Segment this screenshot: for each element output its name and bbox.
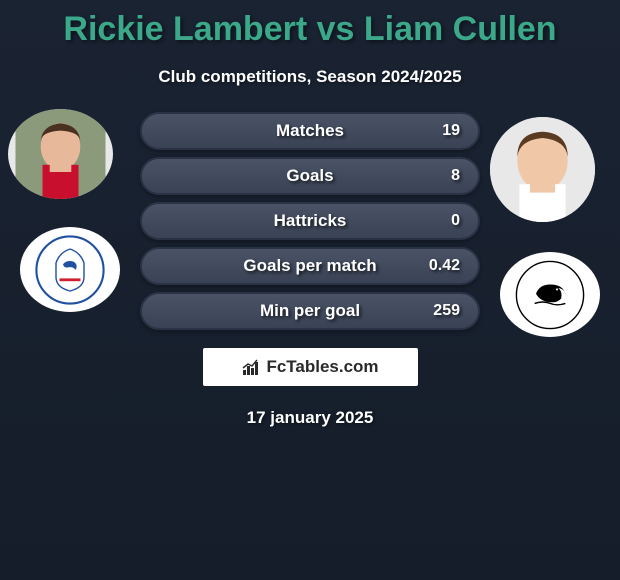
- player-left-avatar: [8, 109, 113, 199]
- stat-label: Min per goal: [260, 301, 360, 321]
- stat-label: Hattricks: [274, 211, 347, 231]
- stat-right-value: 0.42: [429, 257, 460, 275]
- stats-container: - Matches 19 - Goals 8 - Hattricks 0 - G…: [140, 112, 480, 330]
- stat-bar-goals: - Goals 8: [140, 157, 480, 195]
- stat-right-value: 0: [451, 212, 460, 230]
- club-left-badge: [20, 227, 120, 312]
- stat-right-value: 259: [433, 302, 460, 320]
- date-label: 17 january 2025: [247, 408, 374, 428]
- page-title: Rickie Lambert vs Liam Cullen: [0, 0, 620, 49]
- player-right-image: [490, 117, 595, 222]
- stat-label: Matches: [276, 121, 344, 141]
- club-right-badge: [500, 252, 600, 337]
- cardiff-crest: [30, 235, 110, 305]
- stat-bar-min-per-goal: - Min per goal 259: [140, 292, 480, 330]
- stat-label: Goals: [286, 166, 333, 186]
- site-name: FcTables.com: [266, 357, 378, 377]
- stat-right-value: 8: [451, 167, 460, 185]
- stat-bar-goals-per-match: - Goals per match 0.42: [140, 247, 480, 285]
- stat-right-value: 19: [442, 122, 460, 140]
- subtitle: Club competitions, Season 2024/2025: [0, 67, 620, 87]
- content-area: - Matches 19 - Goals 8 - Hattricks 0 - G…: [0, 112, 620, 428]
- player-left-image: [8, 109, 113, 199]
- stat-bar-matches: - Matches 19: [140, 112, 480, 150]
- player-right-avatar: [490, 117, 595, 222]
- chart-icon: [241, 358, 261, 376]
- stat-bar-hattricks: - Hattricks 0: [140, 202, 480, 240]
- swansea-crest: [510, 260, 590, 330]
- stat-label: Goals per match: [243, 256, 376, 276]
- fctables-badge: FcTables.com: [203, 348, 418, 386]
